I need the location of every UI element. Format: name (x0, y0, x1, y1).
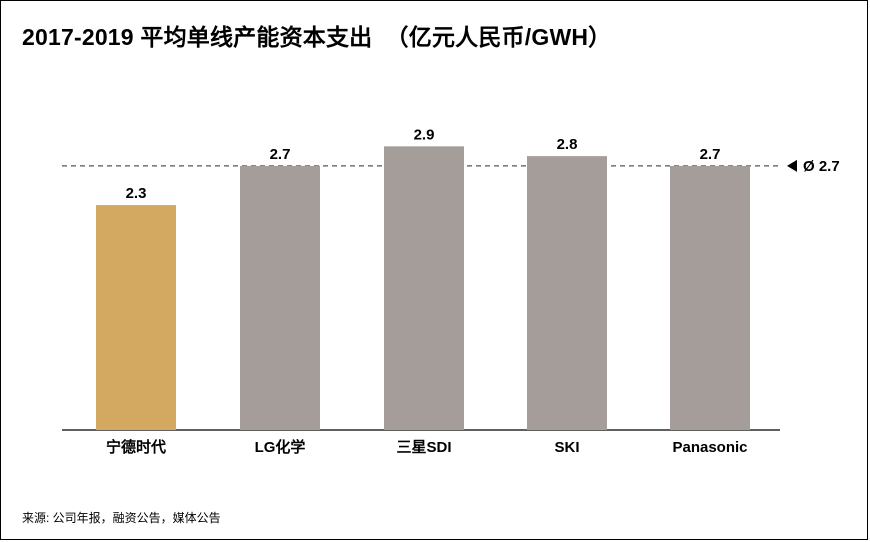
source-note: 来源: 公司年报，融资公告，媒体公告 (22, 511, 221, 525)
category-label-4: Panasonic (672, 439, 747, 456)
category-label-2: 三星SDI (396, 439, 451, 456)
category-label-1: LG化学 (255, 438, 306, 456)
average-label: Ø 2.7 (803, 158, 840, 175)
bar-2 (384, 146, 464, 430)
data-label-0: 2.3 (126, 185, 147, 202)
data-label-2: 2.9 (414, 126, 435, 143)
category-label-3: SKI (554, 439, 579, 456)
category-label-0: 宁德时代 (106, 438, 166, 456)
bar-3 (527, 156, 607, 430)
data-label-1: 2.7 (270, 146, 291, 163)
bar-4 (670, 165, 750, 430)
bar-0 (96, 205, 176, 430)
chart-title: 2017-2019 平均单线产能资本支出 （亿元人民币/GWH） (22, 24, 612, 50)
average-marker-icon (787, 159, 797, 172)
data-label-3: 2.8 (557, 136, 578, 153)
data-label-4: 2.7 (700, 146, 721, 163)
bar-1 (240, 165, 320, 430)
